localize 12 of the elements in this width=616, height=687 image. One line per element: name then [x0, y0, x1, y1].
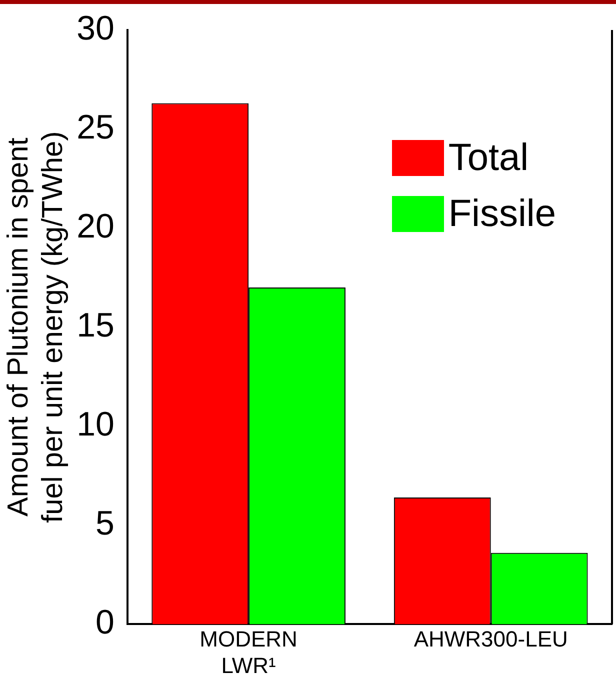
- legend-label: Total: [448, 136, 529, 180]
- legend-label: Fissile: [448, 192, 556, 236]
- y-axis-title: Amount of Plutonium in spent fuel per unit energy (kg/TWhe): [2, 131, 70, 523]
- y-tick-label: 5: [95, 504, 114, 543]
- x-tick-label: AHWR300-LEU: [414, 626, 568, 652]
- y-tick-label: 25: [76, 108, 114, 146]
- y-tick-label: 20: [76, 207, 114, 246]
- y-tick-label: 15: [76, 306, 114, 344]
- y-tick-label: 30: [76, 9, 114, 48]
- y-tick-label: 10: [76, 406, 114, 444]
- y-tick-label: 0: [95, 604, 114, 642]
- x-tick-label: MODERN LWR¹: [200, 626, 298, 678]
